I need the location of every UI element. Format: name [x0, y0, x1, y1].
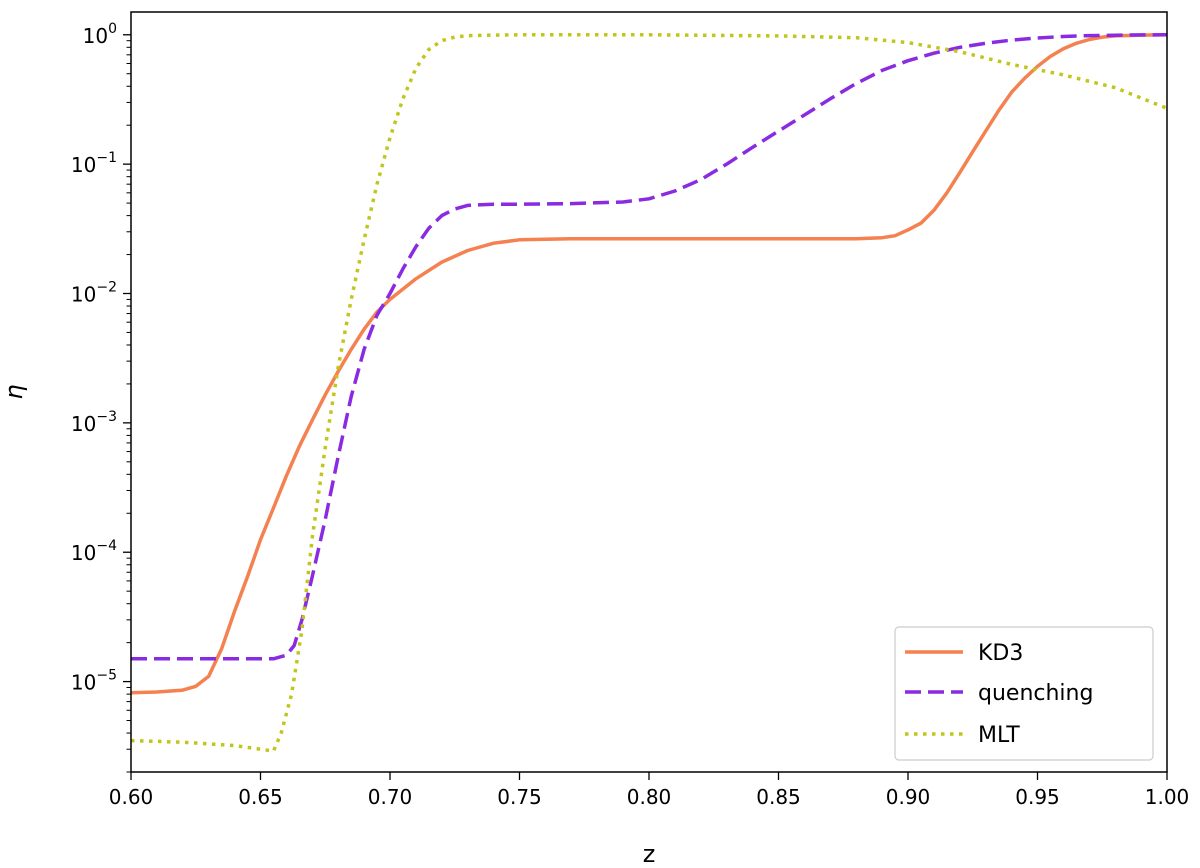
- legend-label-kd3: KD3: [978, 641, 1023, 666]
- legend-label-quenching: quenching: [978, 681, 1093, 706]
- series-line-kd3: [131, 33, 1167, 695]
- y-tick-label: 10−4: [71, 538, 117, 565]
- x-tick-label: 0.65: [238, 785, 283, 809]
- x-tick-label: 0.95: [1015, 785, 1060, 809]
- x-axis: 0.60 0.65 0.70 0.75 0.80 0.85 0.90 0.95 1.00: [109, 772, 1190, 809]
- x-tick-label: 0.75: [497, 785, 542, 809]
- x-tick-label: 0.85: [756, 785, 801, 809]
- y-tick-label: 10−3: [71, 409, 117, 436]
- x-tick-label: 0.60: [109, 785, 154, 809]
- y-axis-label: η: [0, 384, 28, 399]
- y-axis: 10−5 10−4 10−3 10−2 10−1 100: [71, 21, 131, 773]
- legend-frame: [894, 626, 1154, 761]
- legend-label-mlt: MLT: [978, 723, 1020, 748]
- x-tick-label: 0.80: [627, 785, 672, 809]
- series-layer: [131, 33, 1167, 753]
- x-tick-label: 1.00: [1145, 785, 1190, 809]
- y-tick-label: 10−1: [71, 150, 117, 177]
- x-axis-label: z: [643, 840, 656, 868]
- y-tick-label: 10−5: [71, 668, 117, 695]
- series-line-quenching: [131, 33, 1167, 661]
- x-tick-label: 0.70: [368, 785, 413, 809]
- y-tick-label: 100: [83, 21, 117, 48]
- legend: KD3 quenching MLT: [894, 626, 1154, 761]
- y-tick-label: 10−2: [71, 279, 117, 306]
- x-tick-label: 0.90: [886, 785, 931, 809]
